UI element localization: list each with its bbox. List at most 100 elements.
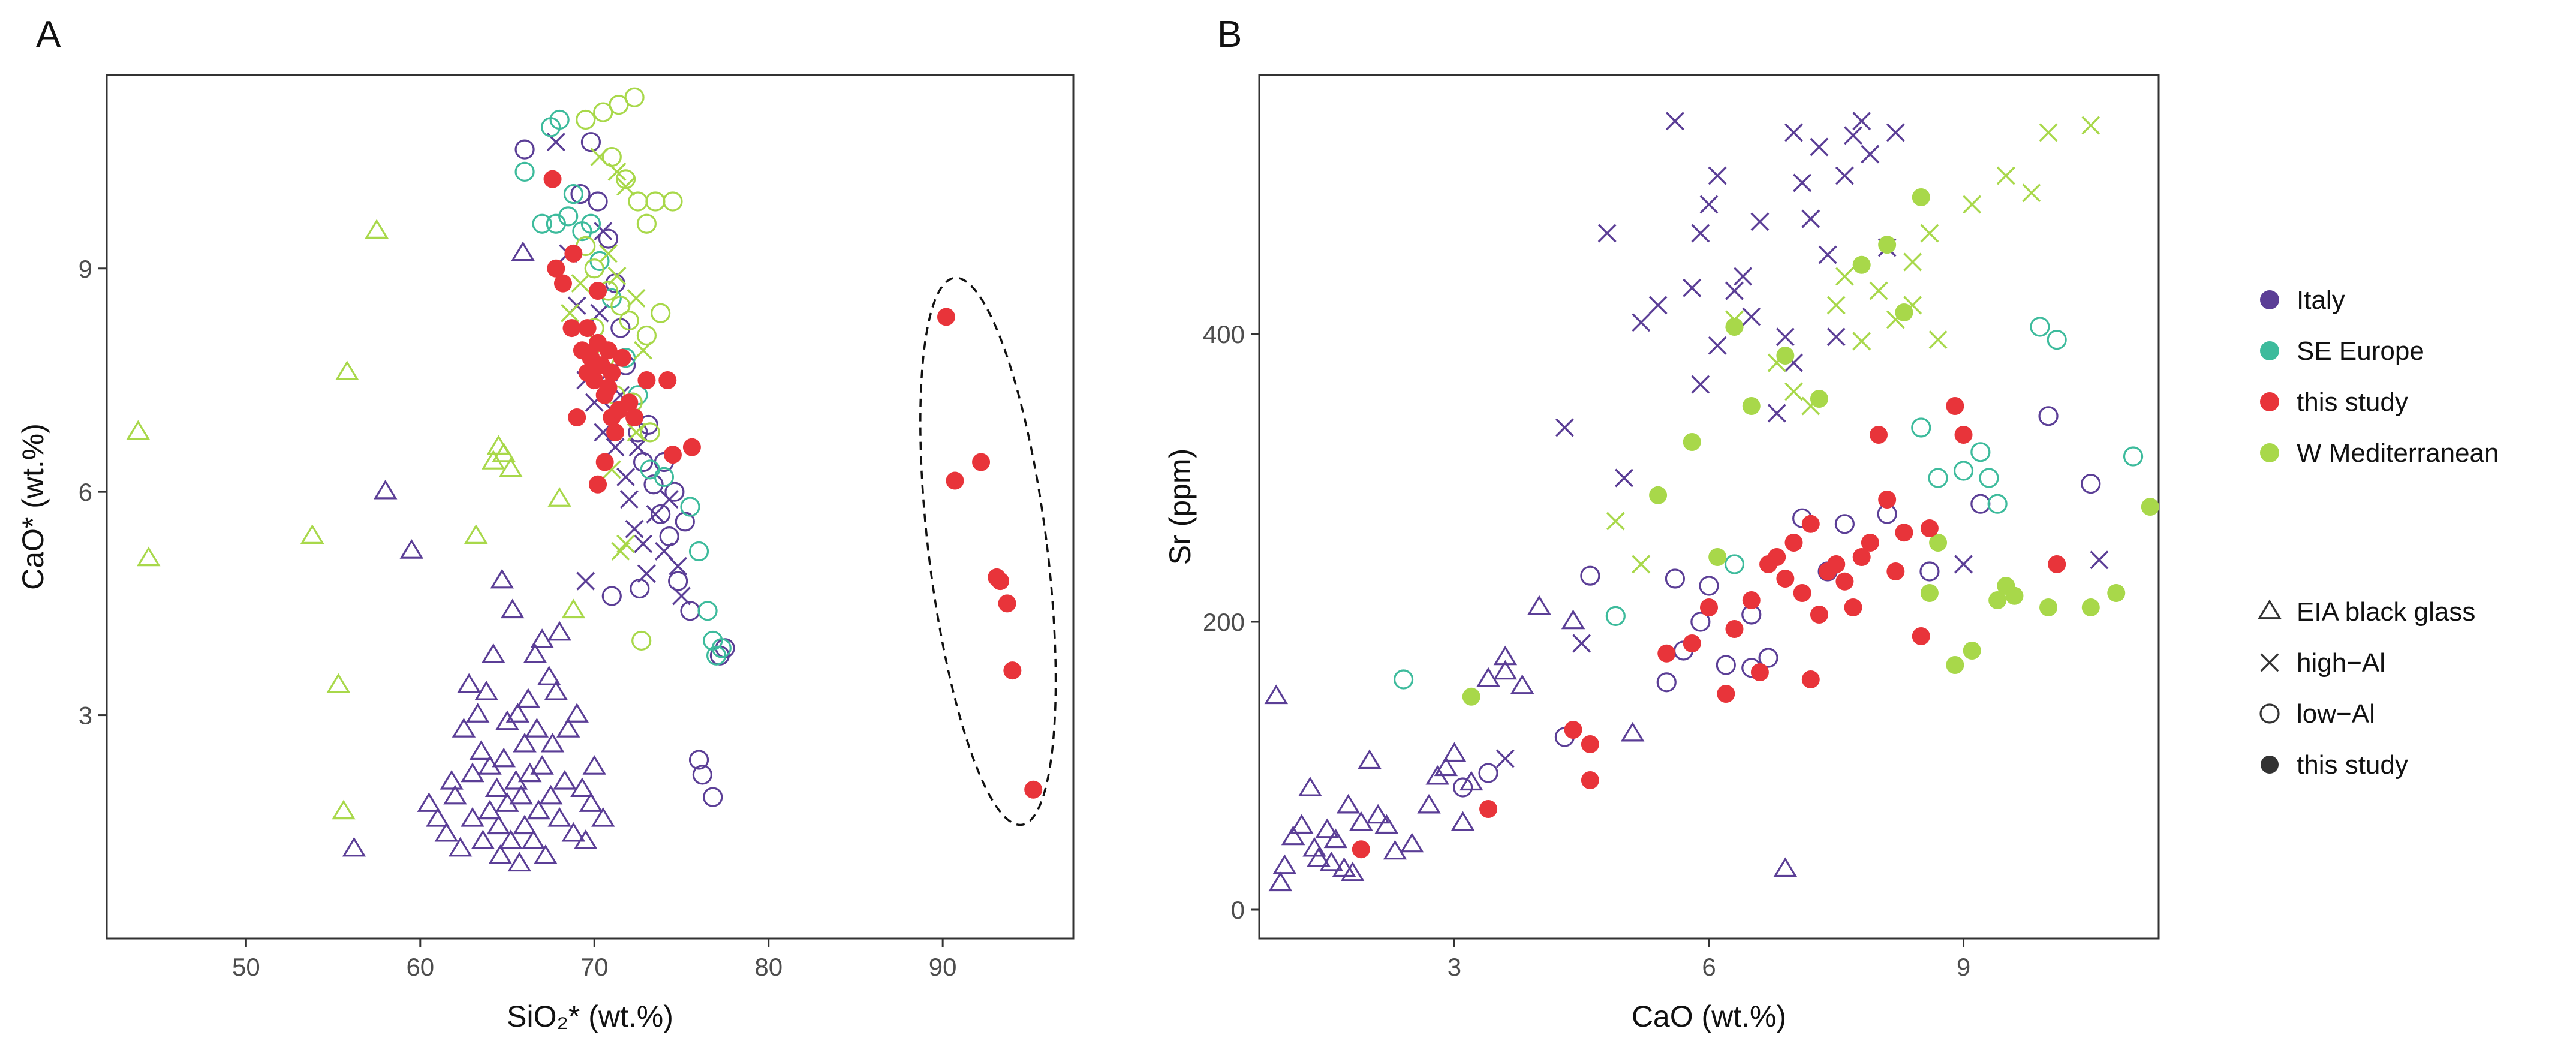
panel-b-data-point xyxy=(1581,735,1599,753)
panel-a-data-point xyxy=(516,688,540,708)
panel-b-data-point xyxy=(1478,763,1498,783)
panel-b-series xyxy=(1606,116,2100,574)
panel-a-data-point xyxy=(540,732,565,753)
panel-a-label: A xyxy=(36,14,61,55)
panel-a-data-point xyxy=(630,578,650,599)
panel-a-data-point xyxy=(584,258,604,279)
panel-a-data-point xyxy=(465,703,490,723)
panel-a-data-point xyxy=(616,467,635,486)
panel-a-data-point xyxy=(568,408,586,427)
panel-b-data-point xyxy=(1683,278,1702,297)
panel-a-data-point xyxy=(616,534,635,553)
panel-b-data-point xyxy=(1912,627,1930,645)
panel-a-series xyxy=(561,148,653,561)
panel-a-data-point xyxy=(589,475,607,494)
panel-a-data-point xyxy=(511,241,535,261)
panel-a-data-point xyxy=(501,598,525,619)
panel-a-data-point xyxy=(646,504,665,524)
panel-b-data-point xyxy=(1268,871,1293,892)
panel-b-y-tick-label: 0 xyxy=(1231,896,1245,924)
legend-color-label: Italy xyxy=(2297,285,2345,315)
panel-a-data-point xyxy=(448,837,473,857)
panel-b-data-point xyxy=(1852,332,1871,351)
panel-a-data-point xyxy=(1024,780,1043,799)
panel-a-data-point xyxy=(461,762,484,783)
panel-a-data-point xyxy=(599,378,618,397)
panel-a-data-point xyxy=(544,681,568,700)
legend-color-swatch xyxy=(2260,341,2279,360)
panel-b-data-point xyxy=(1581,771,1599,789)
panel-b-series xyxy=(1495,112,2109,768)
panel-b-data-point xyxy=(1700,598,1718,616)
panel-a-data-point xyxy=(573,829,598,849)
panel-a-data-point xyxy=(579,792,603,812)
panel-a-data-point xyxy=(513,732,537,753)
panel-a-data-point xyxy=(570,777,594,798)
panel-a-data-point xyxy=(599,341,618,360)
panel-b-data-point xyxy=(1810,137,1829,157)
panel-a-data-point xyxy=(607,162,627,181)
panel-a-data-point xyxy=(585,371,604,389)
panel-a-x-tick-label: 70 xyxy=(580,953,609,981)
panel-b-data-point xyxy=(1323,828,1348,849)
panel-b-data-point xyxy=(1366,804,1390,824)
panel-b-data-point xyxy=(1835,572,1854,591)
panel-b-data-point xyxy=(1912,188,1930,206)
panel-a-data-point xyxy=(998,594,1016,613)
panel-a-data-point xyxy=(523,643,547,663)
panel-b-data-point xyxy=(2030,317,2050,337)
panel-b-data-point xyxy=(1683,634,1701,652)
legend-color-swatch xyxy=(2260,443,2279,462)
panel-a-data-point xyxy=(521,829,546,849)
legend-shape-label: high−Al xyxy=(2297,648,2385,678)
panel-b-data-point xyxy=(1699,195,1719,214)
panel-a-data-point xyxy=(490,568,514,589)
panel-a-data-point xyxy=(440,769,464,790)
panel-b-data-point xyxy=(1869,281,1888,300)
panel-a-data-point xyxy=(547,487,571,507)
panel-a-data-point xyxy=(663,446,682,464)
panel-a-data-point xyxy=(616,177,635,196)
panel-a-data-point xyxy=(580,213,601,234)
panel-a-data-point xyxy=(590,148,609,167)
panel-b-data-point xyxy=(1750,663,1769,681)
legend-shape-swatch xyxy=(2261,756,2279,774)
panel-a-data-point xyxy=(615,169,636,189)
panel-a-data-point xyxy=(499,829,523,849)
panel-a-data-point xyxy=(326,673,351,693)
legend-color-swatch xyxy=(2260,290,2279,309)
panel-b-x-tick-label: 9 xyxy=(1957,953,1970,981)
legend-color-label: SE Europe xyxy=(2297,336,2424,366)
panel-b-data-point xyxy=(1835,267,1854,286)
legend-shape-label: this study xyxy=(2297,750,2408,780)
panel-b-data-point xyxy=(1298,777,1322,796)
panel-a-data-point xyxy=(599,244,618,263)
panel-b-data-point xyxy=(2107,584,2126,602)
panel-b-data-point xyxy=(2047,329,2067,350)
legend-shape-label: low−Al xyxy=(2297,699,2375,729)
panel-b-data-point xyxy=(1656,672,1677,693)
panel-b-data-point xyxy=(1870,426,1888,444)
panel-b-data-point xyxy=(1632,555,1651,574)
panel-a-x-tick-label: 90 xyxy=(929,953,957,981)
panel-b-data-point xyxy=(1801,209,1820,228)
panel-b-data-point xyxy=(1527,595,1551,615)
panel-a-data-point xyxy=(654,467,675,487)
panel-b-data-point xyxy=(1315,818,1339,838)
panel-b-data-point xyxy=(1417,793,1441,814)
panel-a-frame xyxy=(106,74,1075,940)
panel-b-data-point xyxy=(1861,534,1879,552)
panel-b-data-point xyxy=(1493,645,1518,666)
panel-a-data-point xyxy=(591,807,615,827)
panel-a-data-point xyxy=(643,474,664,495)
panel-a-data-point xyxy=(417,792,441,812)
panel-b-data-point xyxy=(1561,609,1585,630)
panel-a-y-tick-label: 3 xyxy=(79,702,92,730)
panel-b-data-point xyxy=(2081,598,2100,616)
panel-b-data-point xyxy=(1963,642,1981,660)
panel-b-data-point xyxy=(1272,854,1297,874)
panel-a-data-point xyxy=(576,571,595,591)
panel-a-data-point xyxy=(636,213,657,234)
panel-a-data-point xyxy=(619,490,639,509)
